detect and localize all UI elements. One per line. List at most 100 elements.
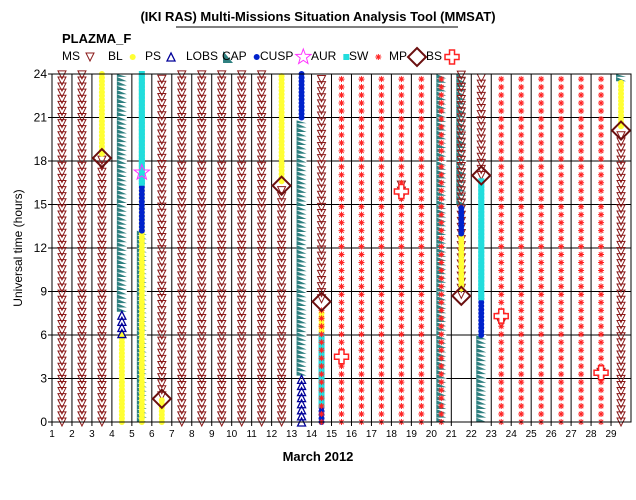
series-lobs-mark (456, 139, 467, 144)
series-ms-point (276, 228, 287, 239)
series-sw-point (378, 315, 385, 322)
series-ms-point (97, 198, 107, 208)
series-ms-point (276, 186, 287, 196)
series-ms-point (276, 344, 287, 355)
series-sw-point (378, 147, 385, 154)
series-aur-point (478, 225, 485, 232)
series-sw-point (498, 243, 505, 250)
series-ms-point (176, 106, 187, 117)
series-sw-point (358, 76, 365, 83)
series-ms-point (157, 245, 167, 255)
series-sw-point (538, 84, 545, 91)
y-tick-label: 6 (40, 328, 47, 342)
series-sw-point (538, 92, 545, 99)
series-ms-point (256, 137, 267, 147)
series-ms-point (616, 368, 626, 379)
series-ms-point (196, 393, 207, 403)
series-ms-point (216, 216, 227, 227)
series-ms-point (236, 82, 247, 93)
series-ms-point (216, 149, 227, 160)
series-ps-point (116, 328, 127, 339)
series-aur-point (138, 136, 145, 143)
series-ms-point (256, 405, 267, 415)
series-sw-point (498, 84, 505, 91)
series-sw-point (438, 291, 445, 298)
series-sw-point (378, 203, 385, 210)
series-sw-point (558, 100, 565, 106)
series-aur-point (478, 207, 485, 214)
series-sw-point (578, 163, 585, 170)
series-sw-point (598, 187, 605, 194)
series-ms-point (57, 234, 67, 245)
series-ms-point (216, 240, 227, 251)
series-sw-point (538, 251, 545, 258)
series-lobs-mark (136, 304, 147, 309)
series-lobs-mark (296, 353, 307, 359)
series-ms-point (616, 167, 626, 178)
series-sw-point (338, 251, 345, 258)
series-ms-point (216, 179, 227, 190)
series-lobs-mark (116, 298, 127, 304)
series-sw-point (578, 171, 585, 178)
series-ms-point (77, 161, 87, 172)
series-sw-point (438, 331, 445, 338)
series-ms-point (216, 76, 227, 87)
series-sw-point (498, 251, 505, 258)
series-ms-point (157, 141, 167, 152)
series-ms-point (57, 198, 67, 208)
series-ms-point (176, 204, 187, 214)
series-sw-point (518, 387, 525, 394)
series-sw-point (438, 299, 445, 306)
series-sw-point (498, 171, 505, 178)
series-sw-point (358, 107, 365, 114)
series-ms-point (176, 88, 187, 99)
series-ms-point (57, 100, 67, 111)
series-lobs-mark (116, 285, 127, 291)
series-ms-point (77, 332, 87, 342)
series-ms-point (157, 373, 167, 383)
series-sw-point (518, 115, 525, 122)
series-aur-point (138, 132, 145, 139)
series-ms-point (456, 143, 467, 154)
series-ms-point (97, 192, 107, 202)
series-sw-point (418, 411, 425, 418)
series-sw-point (558, 323, 565, 330)
series-ms-point (616, 356, 626, 367)
series-lobs-mark (136, 282, 147, 288)
series-sw-point (498, 219, 505, 226)
series-sw-point (398, 355, 405, 362)
series-sw-point (358, 267, 365, 274)
series-ms-point (216, 222, 227, 233)
series-ms-point (157, 281, 167, 292)
series-ms-point (456, 168, 467, 178)
series-sw-point (358, 227, 365, 234)
series-ms-point (216, 283, 227, 294)
series-ms-point (256, 234, 267, 245)
series-sw-point (518, 227, 525, 234)
series-ms-point (616, 289, 626, 300)
series-sw-point (538, 235, 545, 242)
series-ms-point (157, 354, 167, 365)
series-ms-point (57, 362, 67, 373)
series-ms-point (97, 179, 107, 190)
series-sw-point (578, 203, 585, 210)
series-ms-point (236, 356, 247, 367)
series-ms-point (77, 393, 87, 403)
series-ms-point (176, 119, 187, 129)
series-sw-point (578, 147, 585, 154)
series-sw-point (418, 195, 425, 202)
series-ms-point (456, 198, 467, 209)
series-ms-point (476, 158, 487, 169)
series-mp-point (450, 285, 472, 307)
series-sw-point (338, 219, 345, 226)
series-ms-point (616, 265, 626, 275)
series-sw-point (338, 299, 345, 306)
series-sw-point (318, 395, 325, 402)
series-ms-point (157, 257, 167, 268)
series-lobs-mark (296, 345, 307, 350)
series-ms-point (196, 173, 207, 184)
series-ms-point (57, 155, 67, 166)
series-sw-point (358, 203, 365, 210)
legend-label-cap: CAP (222, 49, 247, 63)
series-lobs-mark (296, 166, 307, 172)
